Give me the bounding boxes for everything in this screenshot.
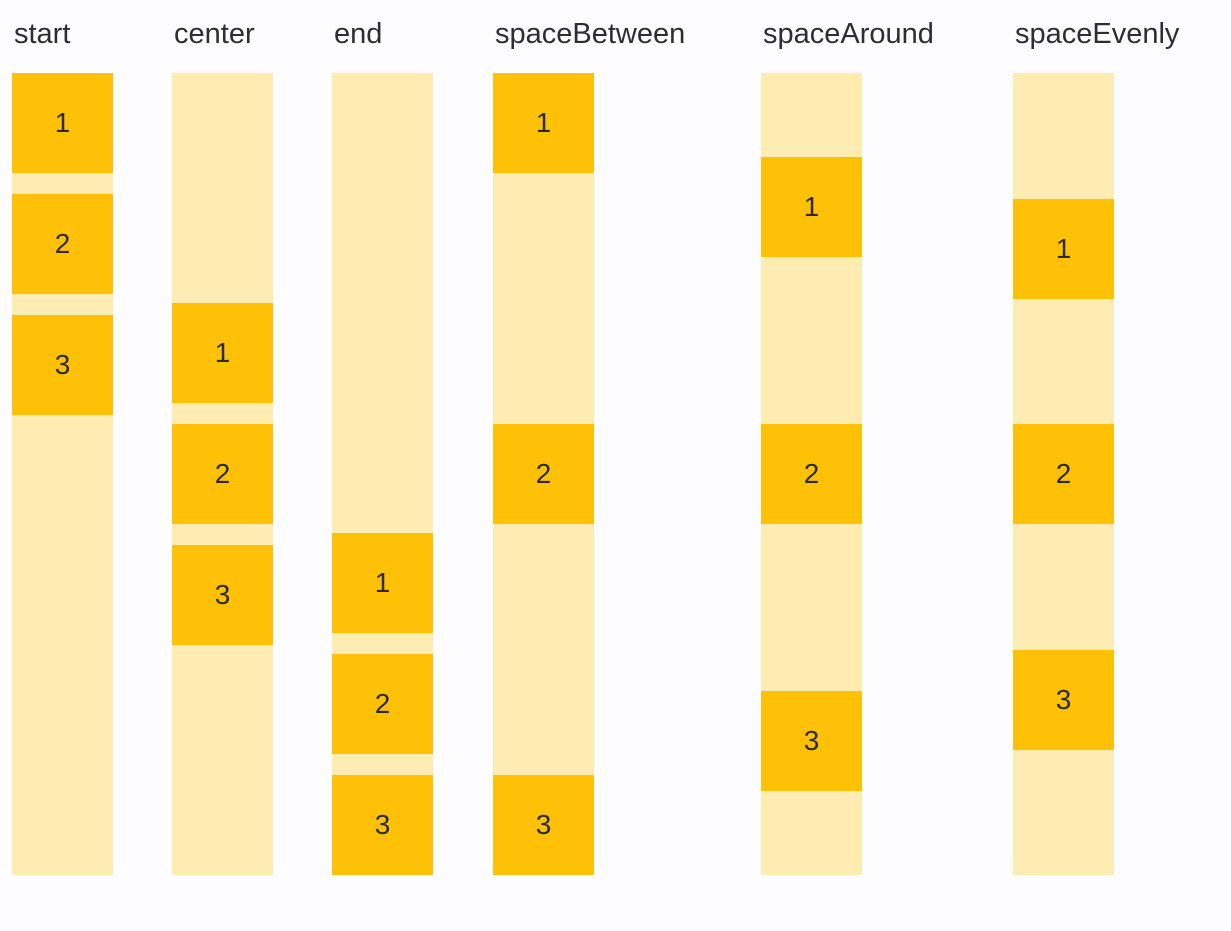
column-track-start: 1 2 3	[12, 73, 113, 875]
box-end-3: 3	[332, 775, 433, 875]
box-end-1: 1	[332, 533, 433, 633]
box-spaceBetween-3: 3	[493, 775, 594, 875]
column-track-spaceAround: 1 2 3	[761, 73, 862, 875]
column-label-center: center	[174, 18, 255, 50]
box-spaceAround-2: 2	[761, 423, 862, 524]
box-center-1: 1	[172, 303, 273, 403]
column-spaceAround: spaceAround 1 2 3	[761, 14, 934, 875]
column-spaceBetween: spaceBetween 1 2 3	[493, 14, 686, 875]
column-label-start: start	[14, 18, 71, 50]
column-end: end 1 2 3	[332, 14, 433, 875]
box-center-3: 3	[172, 545, 273, 645]
column-track-end: 1 2 3	[332, 73, 433, 875]
box-start-2: 2	[12, 194, 113, 294]
column-track-spaceEvenly: 1 2 3	[1013, 73, 1114, 875]
box-center-2: 2	[172, 424, 273, 524]
box-end-2: 2	[332, 654, 433, 754]
column-label-spaceEvenly: spaceEvenly	[1015, 18, 1180, 50]
box-spaceBetween-1: 1	[493, 73, 594, 173]
column-label-spaceAround: spaceAround	[763, 18, 934, 50]
box-spaceAround-3: 3	[761, 691, 862, 792]
column-label-end: end	[334, 18, 383, 50]
column-track-center: 1 2 3	[172, 73, 273, 875]
column-center: center 1 2 3	[172, 14, 273, 875]
box-spaceEvenly-1: 1	[1013, 198, 1114, 299]
box-spaceBetween-2: 2	[493, 424, 594, 524]
column-start: start 1 2 3	[12, 14, 113, 875]
box-spaceAround-1: 1	[761, 156, 862, 257]
column-spaceEvenly: spaceEvenly 1 2 3	[1013, 14, 1180, 875]
box-spaceEvenly-2: 2	[1013, 424, 1114, 524]
column-label-spaceBetween: spaceBetween	[495, 18, 686, 50]
box-start-3: 3	[12, 315, 113, 415]
column-track-spaceBetween: 1 2 3	[493, 73, 594, 875]
box-start-1: 1	[12, 73, 113, 173]
box-spaceEvenly-3: 3	[1013, 649, 1114, 750]
